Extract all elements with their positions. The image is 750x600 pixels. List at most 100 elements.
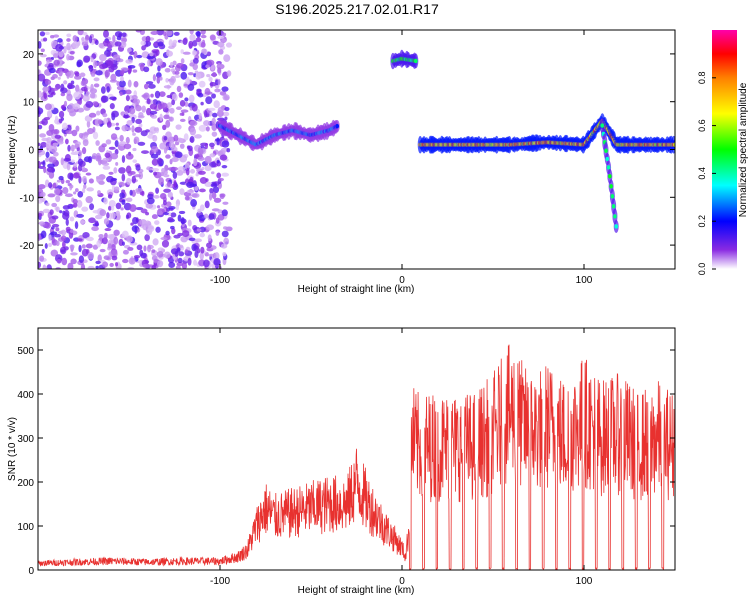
heat-cell bbox=[85, 172, 92, 176]
x-tick-label: 100 bbox=[576, 576, 593, 587]
x-tick-label: 0 bbox=[399, 576, 405, 587]
heat-cell bbox=[195, 31, 201, 37]
heat-cell bbox=[150, 114, 158, 119]
heat-cell bbox=[122, 258, 129, 264]
heat-cell bbox=[52, 87, 59, 91]
heat-cell bbox=[89, 203, 95, 211]
heat-cell bbox=[57, 38, 63, 43]
heat-cell bbox=[68, 70, 75, 79]
heat-cell bbox=[192, 57, 199, 64]
colorbar-tick-label: 0.2 bbox=[697, 215, 707, 228]
heat-cell bbox=[88, 178, 94, 184]
heat-cell bbox=[223, 54, 231, 63]
heat-cell bbox=[126, 177, 132, 185]
y-tick-label: -10 bbox=[20, 193, 35, 204]
y-tick-label: 200 bbox=[17, 478, 34, 489]
heat-cell bbox=[48, 123, 55, 132]
heat-cell bbox=[127, 246, 134, 251]
heat-cell bbox=[216, 172, 222, 179]
heat-cell bbox=[74, 75, 82, 80]
heat-cell bbox=[95, 265, 99, 269]
heat-cell bbox=[166, 94, 173, 99]
heat-cell bbox=[197, 156, 205, 161]
heat-cell bbox=[613, 214, 617, 219]
heat-cell bbox=[187, 145, 193, 152]
heat-cell bbox=[208, 253, 215, 257]
heat-cell bbox=[43, 166, 47, 174]
heat-cell bbox=[193, 259, 198, 266]
heat-cell bbox=[191, 49, 197, 56]
heat-cell bbox=[51, 202, 58, 208]
heat-cell bbox=[194, 159, 198, 164]
heat-cell bbox=[105, 60, 114, 69]
heat-cell bbox=[91, 152, 98, 160]
heat-cell bbox=[129, 107, 136, 115]
heat-cell bbox=[73, 202, 78, 208]
heat-cell bbox=[195, 72, 202, 80]
heat-cell bbox=[606, 165, 611, 170]
heat-cell bbox=[70, 252, 78, 256]
heat-cell bbox=[104, 228, 112, 232]
heat-cell bbox=[53, 129, 60, 135]
heat-cell bbox=[132, 159, 138, 164]
spectrogram-x-axis-label: Height of straight line (km) bbox=[298, 284, 415, 295]
heat-cell bbox=[180, 109, 189, 113]
heat-cell bbox=[81, 147, 87, 155]
heat-cell bbox=[113, 167, 118, 174]
heat-cell bbox=[610, 194, 615, 199]
heat-cell bbox=[186, 189, 195, 194]
heat-cell bbox=[80, 86, 88, 92]
heat-cell bbox=[209, 81, 217, 87]
heat-cell bbox=[211, 71, 217, 78]
heat-cell bbox=[198, 80, 206, 88]
heat-cell bbox=[69, 173, 74, 181]
heat-cell bbox=[133, 80, 139, 88]
heat-cell bbox=[221, 38, 227, 43]
heat-cell bbox=[75, 125, 80, 132]
heat-cell bbox=[38, 233, 42, 241]
heat-cell bbox=[77, 107, 85, 113]
heat-cell bbox=[43, 116, 51, 121]
heat-cell bbox=[87, 265, 95, 269]
heat-cell bbox=[125, 153, 134, 160]
heat-cell bbox=[151, 168, 160, 172]
heat-cell bbox=[63, 80, 68, 85]
heat-cell bbox=[200, 101, 204, 106]
heat-cell bbox=[42, 208, 51, 214]
heat-cell bbox=[121, 32, 127, 38]
heat-cell bbox=[168, 205, 176, 210]
heat-cell bbox=[175, 106, 182, 110]
heat-cell bbox=[53, 34, 60, 38]
heat-cell bbox=[182, 37, 188, 45]
heat-cell bbox=[87, 251, 95, 260]
heat-cell bbox=[53, 53, 58, 59]
heat-cell bbox=[226, 148, 231, 153]
heat-cell bbox=[91, 226, 99, 232]
heat-cell bbox=[173, 31, 180, 36]
heat-cell bbox=[221, 172, 230, 177]
heat-cell bbox=[81, 132, 90, 136]
heat-cell bbox=[93, 60, 98, 69]
heat-cell bbox=[82, 31, 88, 36]
heat-cell bbox=[110, 133, 118, 140]
heat-cell bbox=[69, 110, 76, 117]
heat-cell bbox=[107, 42, 113, 50]
heat-cell bbox=[180, 49, 184, 54]
heat-cell bbox=[92, 126, 96, 133]
heat-cell bbox=[121, 230, 129, 238]
heat-cell bbox=[221, 164, 228, 169]
heat-cell bbox=[78, 132, 84, 139]
heat-cell bbox=[131, 125, 135, 133]
heat-cell bbox=[99, 209, 107, 217]
heat-cell bbox=[144, 234, 150, 242]
heat-cell bbox=[185, 167, 190, 176]
heat-cell bbox=[219, 194, 225, 200]
heat-cell bbox=[196, 228, 202, 232]
heat-cell bbox=[38, 40, 42, 49]
heat-cell bbox=[109, 96, 117, 101]
heat-cell bbox=[173, 180, 177, 188]
heat-cell bbox=[208, 161, 217, 168]
heat-cell bbox=[114, 126, 120, 131]
heat-cell bbox=[100, 86, 106, 94]
heat-cell bbox=[74, 188, 79, 193]
